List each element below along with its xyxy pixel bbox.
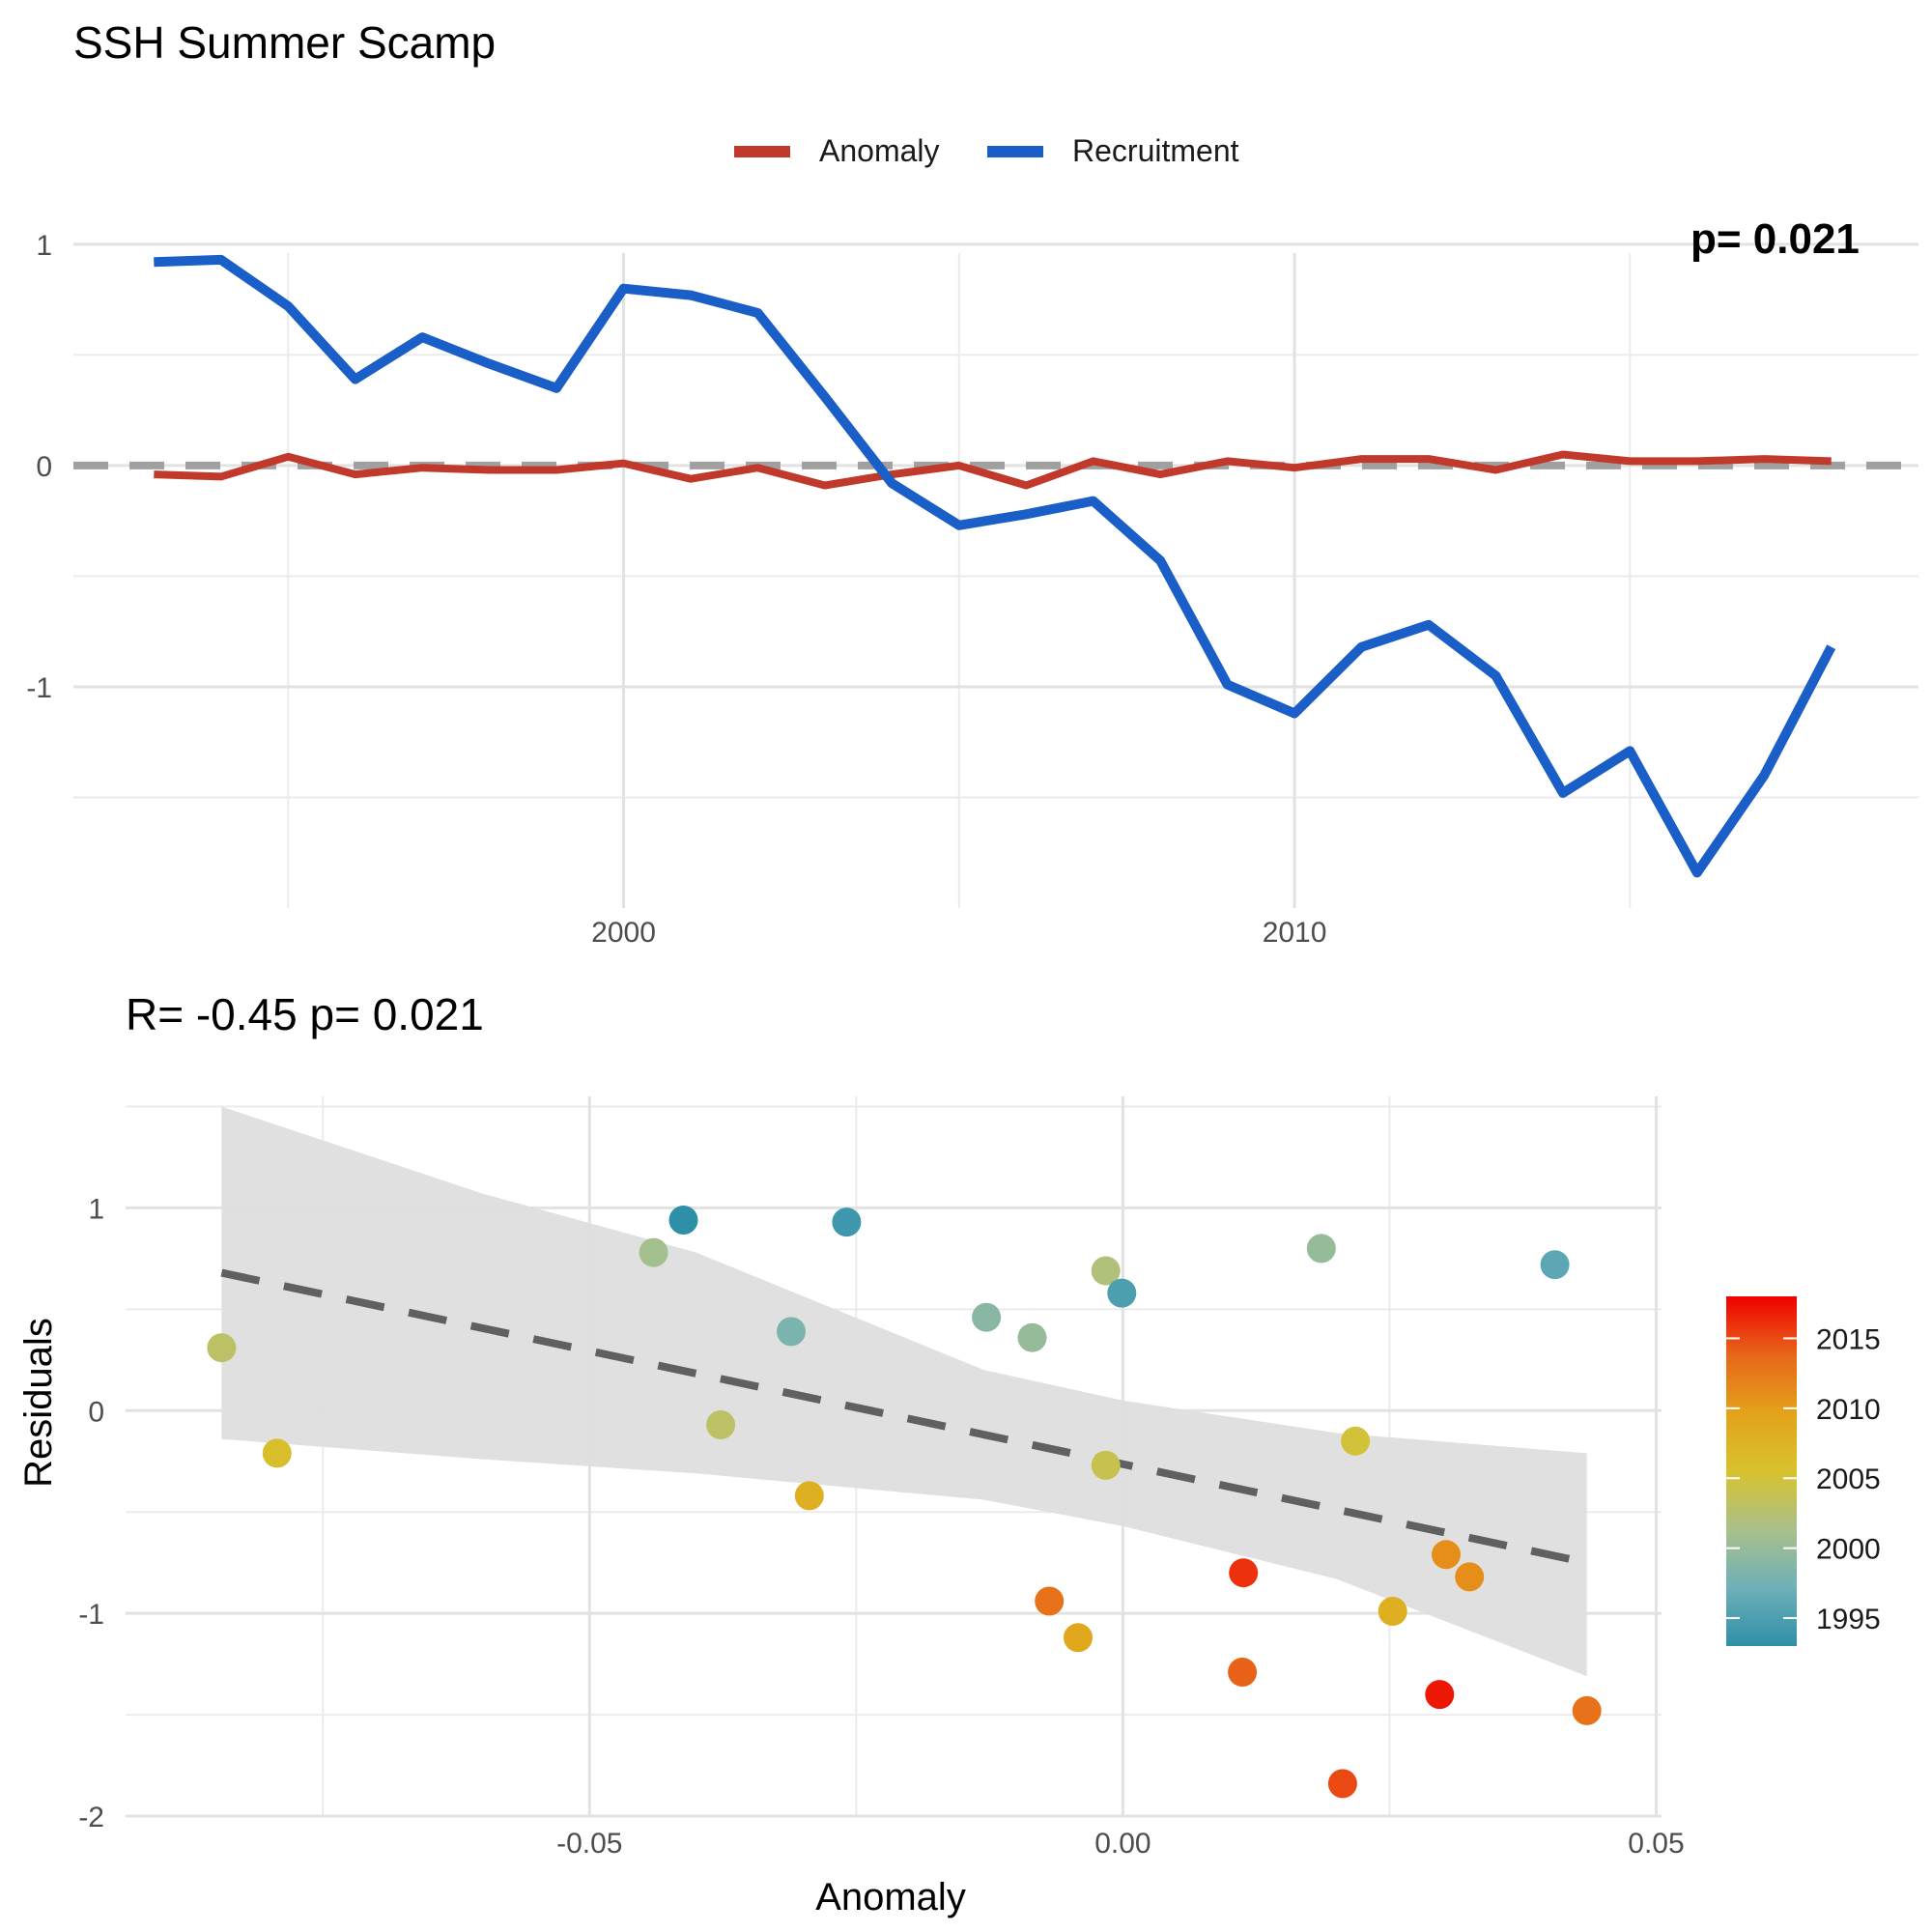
scatter-point bbox=[1229, 1558, 1259, 1588]
scatter-point bbox=[1306, 1234, 1336, 1264]
scatter-point bbox=[1107, 1278, 1137, 1308]
colorbar: 2015 2010 2005 2000 1995 bbox=[1726, 1296, 1881, 1646]
bottom-x-tick-label: 0.05 bbox=[1628, 1828, 1684, 1860]
scatter-point bbox=[1432, 1540, 1461, 1570]
bottom-y-tick-label: -2 bbox=[78, 1802, 104, 1833]
bottom-marks bbox=[207, 1106, 1602, 1799]
bottom-x-label: Anomaly bbox=[815, 1876, 966, 1918]
scatter-point bbox=[794, 1481, 824, 1511]
regression-line bbox=[220, 1268, 1588, 1567]
top-axes: 1 0 -1 2000 2010 bbox=[26, 230, 1326, 949]
bottom-x-tick-label: 0.00 bbox=[1094, 1828, 1151, 1860]
scatter-point bbox=[1572, 1695, 1602, 1725]
colorbar-tick-label: 2000 bbox=[1816, 1534, 1881, 1566]
scatter-point bbox=[1091, 1256, 1121, 1286]
bottom-y-label: Residuals bbox=[17, 1318, 60, 1488]
top-corner-annotation: p= 0.021 bbox=[1690, 215, 1860, 263]
top-y-tick-label: 0 bbox=[36, 451, 52, 483]
scatter-point bbox=[1455, 1562, 1485, 1592]
scatter-point bbox=[1064, 1623, 1093, 1653]
bottom-panel: R= -0.45 p= 0.021 1 0 -1 -2 -0.05 0.00 0.05 An… bbox=[17, 989, 1685, 1918]
scatter-point bbox=[262, 1438, 292, 1468]
scatter-point bbox=[1378, 1597, 1407, 1626]
figure-title: SSH Summer Scamp bbox=[73, 17, 496, 68]
top-marks bbox=[73, 254, 1918, 878]
series-line-recruitment bbox=[154, 254, 1836, 878]
top-y-tick-label: -1 bbox=[26, 672, 52, 704]
colorbar-gradient bbox=[1726, 1296, 1797, 1646]
scatter-point bbox=[1017, 1322, 1047, 1352]
scatter-point bbox=[832, 1208, 862, 1237]
colorbar-tick-label: 2015 bbox=[1816, 1323, 1881, 1355]
bottom-y-tick-label: -1 bbox=[78, 1599, 104, 1631]
colorbar-tick-label: 1995 bbox=[1816, 1604, 1881, 1635]
bottom-x-tick-label: -0.05 bbox=[556, 1828, 622, 1860]
top-x-tick-label: 2000 bbox=[591, 917, 656, 949]
scatter-point bbox=[1341, 1426, 1371, 1456]
bottom-y-tick-label: 1 bbox=[88, 1193, 104, 1225]
legend: Anomaly Recruitment bbox=[734, 133, 1239, 168]
scatter-point bbox=[639, 1237, 668, 1267]
scatter-point bbox=[777, 1317, 806, 1347]
scatter-point bbox=[1035, 1586, 1065, 1616]
top-x-tick-label: 2010 bbox=[1263, 917, 1327, 949]
colorbar-ticks: 2015 2010 2005 2000 1995 bbox=[1726, 1323, 1881, 1635]
bottom-title: R= -0.45 p= 0.021 bbox=[126, 989, 484, 1039]
colorbar-tick-label: 2005 bbox=[1816, 1463, 1881, 1495]
scatter-point bbox=[1091, 1450, 1121, 1480]
scatter-point bbox=[1228, 1658, 1258, 1687]
series-line-anomaly bbox=[154, 450, 1832, 490]
bottom-axes: 1 0 -1 -2 -0.05 0.00 0.05 bbox=[78, 1193, 1684, 1860]
bottom-y-tick-label: 0 bbox=[88, 1396, 104, 1428]
scatter-point bbox=[1425, 1680, 1455, 1710]
scatter-point bbox=[1540, 1250, 1570, 1280]
confidence-band bbox=[221, 1106, 1587, 1677]
colorbar-tick-label: 2010 bbox=[1816, 1394, 1881, 1426]
top-y-tick-label: 1 bbox=[36, 230, 52, 262]
scatter-point bbox=[668, 1206, 698, 1235]
scatter-point bbox=[972, 1302, 1002, 1332]
scatter-point bbox=[706, 1410, 736, 1439]
legend-label-recruitment: Recruitment bbox=[1072, 133, 1239, 168]
legend-label-anomaly: Anomaly bbox=[819, 133, 940, 168]
scatter-point bbox=[207, 1333, 237, 1363]
scatter-point bbox=[1327, 1769, 1357, 1799]
top-panel: p= 0.021 1 0 -1 2000 2010 bbox=[26, 215, 1918, 949]
